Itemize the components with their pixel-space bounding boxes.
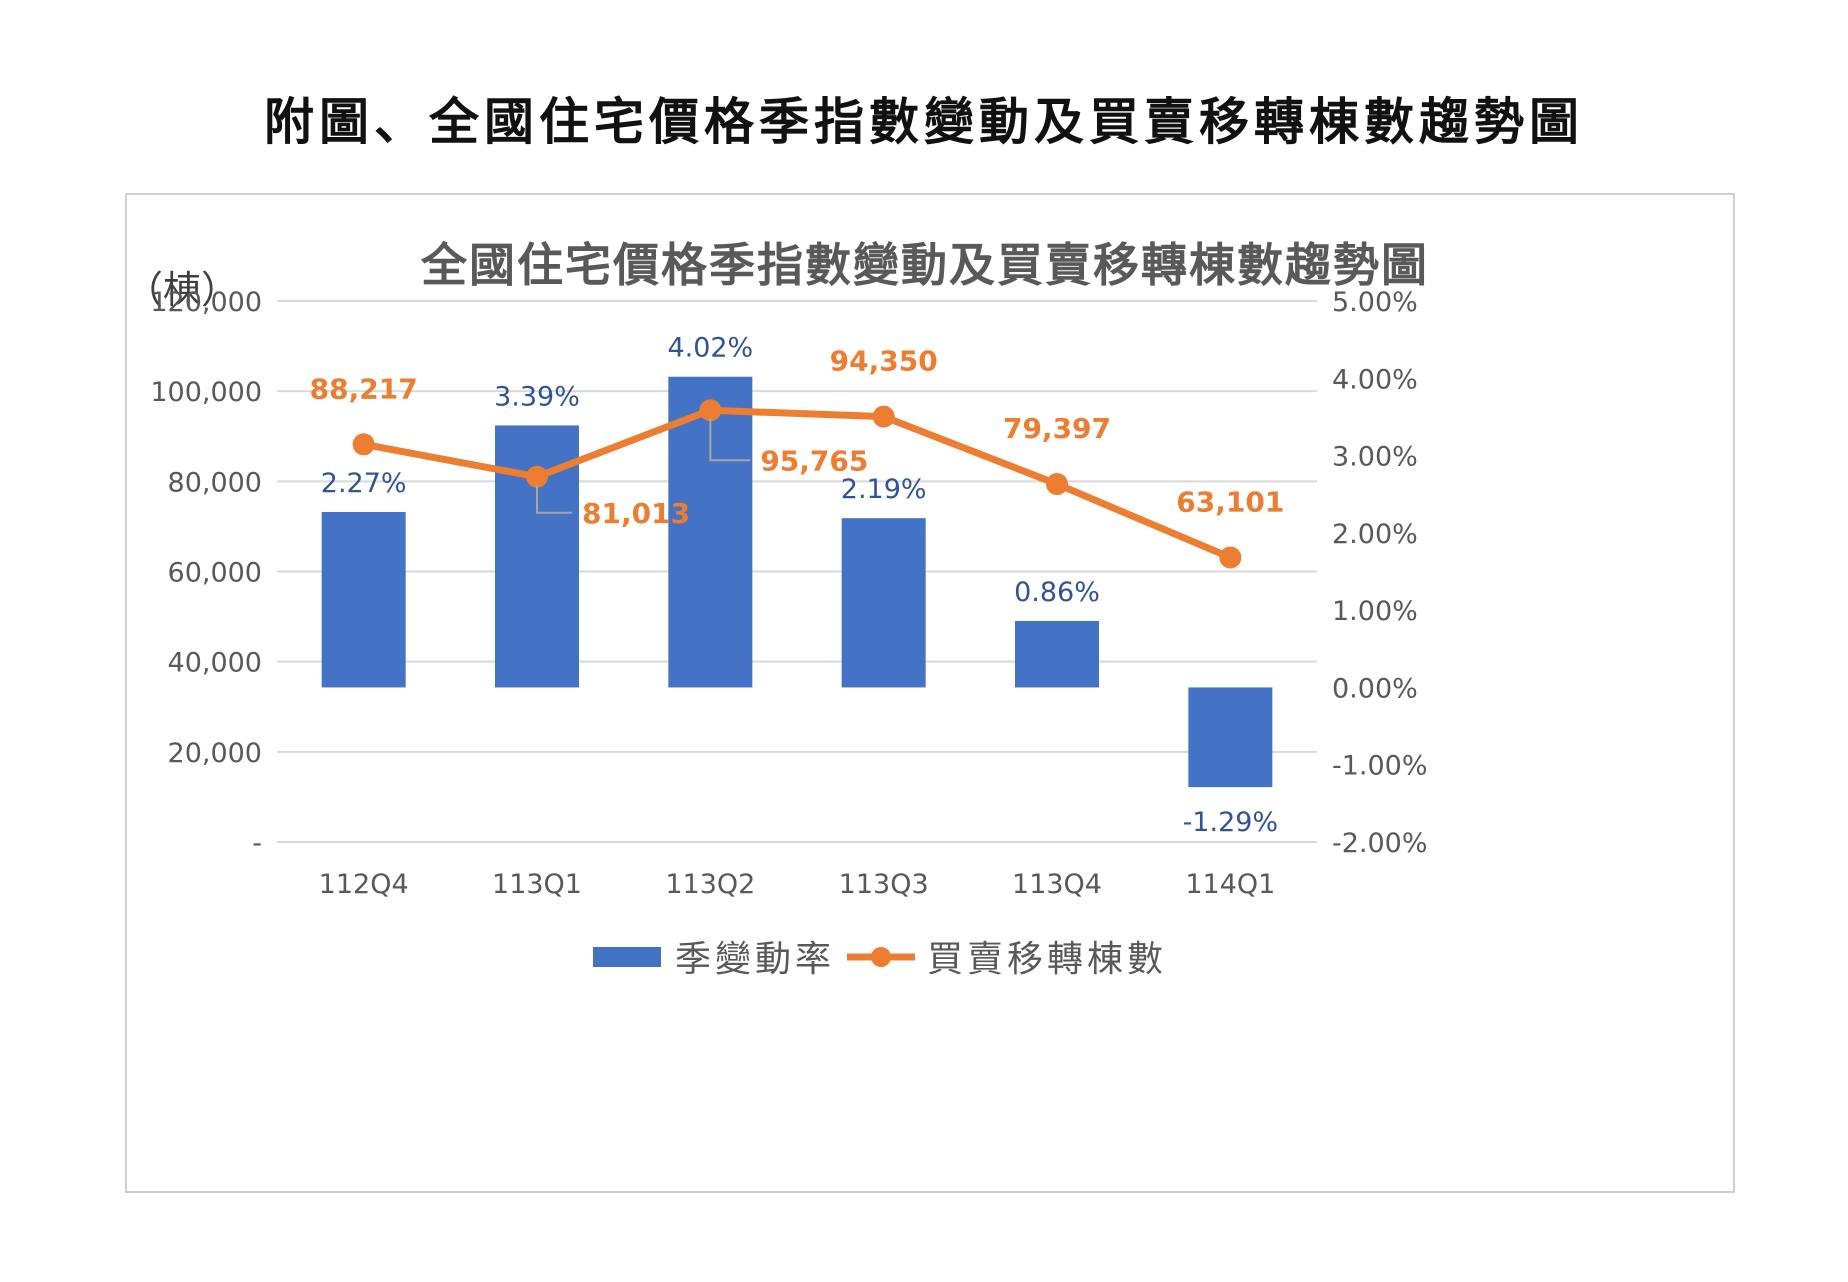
left-axis-tick-label: 120,000 xyxy=(150,287,262,318)
data-label-leader-line xyxy=(709,418,751,462)
right-axis-tick-label: 1.00% xyxy=(1332,596,1418,627)
chart-frame: 全國住宅價格季指數變動及買賣移轉棟數趨勢圖 （棟） 120,000 100,000… xyxy=(125,193,1735,1193)
chart-title: 全國住宅價格季指數變動及買賣移轉棟數趨勢圖 xyxy=(420,238,1429,292)
bar xyxy=(321,511,406,688)
left-axis-tick-label: 60,000 xyxy=(168,558,262,589)
bar xyxy=(1188,687,1273,788)
x-axis-tick-label: 113Q2 xyxy=(665,869,755,900)
legend-line-marker xyxy=(871,947,891,967)
right-axis-tick-label: 4.00% xyxy=(1332,364,1418,395)
left-axis-tick-label: 20,000 xyxy=(168,738,262,769)
figure-title: 附圖、全國住宅價格季指數變動及買賣移轉棟數趨勢圖 xyxy=(264,93,1584,151)
line-point xyxy=(352,433,375,456)
bar-data-label: 4.02% xyxy=(667,333,753,364)
x-axis-tick-label: 113Q4 xyxy=(1012,869,1102,900)
right-axis-tick-label: 5.00% xyxy=(1332,287,1418,318)
x-axis-tick-label: 113Q1 xyxy=(492,869,582,900)
left-axis-tick-label: 40,000 xyxy=(168,648,262,679)
line-point xyxy=(1219,546,1242,569)
line-point xyxy=(699,399,722,422)
line-point xyxy=(1046,473,1068,496)
legend-bar-swatch xyxy=(593,947,661,967)
x-axis-tick-label: 112Q4 xyxy=(319,869,409,900)
line-data-label: 63,101 xyxy=(1176,486,1284,519)
line-series xyxy=(363,406,1232,561)
line-point xyxy=(526,465,548,488)
left-axis-tick-label: 100,000 xyxy=(150,377,262,408)
right-axis-tick-label: 0.00% xyxy=(1332,673,1418,704)
line-data-label: 79,397 xyxy=(1003,412,1111,445)
line-data-label: 88,217 xyxy=(310,372,418,405)
left-axis-tick-label: 80,000 xyxy=(168,467,262,498)
line-point xyxy=(872,405,895,428)
bar xyxy=(841,518,926,688)
bar xyxy=(1015,620,1099,688)
bar-data-label: 3.39% xyxy=(494,381,580,412)
chart-svg: 全國住宅價格季指數變動及買賣移轉棟數趨勢圖 （棟） 120,000 100,000… xyxy=(127,238,1429,980)
x-axis-tick-label: 113Q3 xyxy=(839,869,929,900)
right-axis-tick-label: -1.00% xyxy=(1332,751,1428,782)
line-data-label: 94,350 xyxy=(830,345,938,378)
bar-data-label: 2.19% xyxy=(841,474,927,505)
left-axis-tick-label: - xyxy=(252,828,262,859)
line-data-label: 81,013 xyxy=(582,497,690,530)
bar-data-label: -1.29% xyxy=(1183,807,1279,838)
right-axis-tick-label: 3.00% xyxy=(1332,442,1418,473)
x-axis-tick-label: 114Q1 xyxy=(1185,869,1275,900)
left-axis-unit-label: （棟） xyxy=(127,268,239,312)
line-data-label: 95,765 xyxy=(760,444,868,477)
bar-data-label: 0.86% xyxy=(1014,577,1100,608)
legend-bar-label: 季變動率 xyxy=(675,939,835,980)
data-label-leader-line xyxy=(536,484,572,514)
legend-line-label: 買賣移轉棟數 xyxy=(927,939,1167,980)
right-axis-tick-label: 2.00% xyxy=(1332,519,1418,550)
bar-data-label: 2.27% xyxy=(321,468,407,499)
right-axis-tick-label: -2.00% xyxy=(1332,828,1428,859)
